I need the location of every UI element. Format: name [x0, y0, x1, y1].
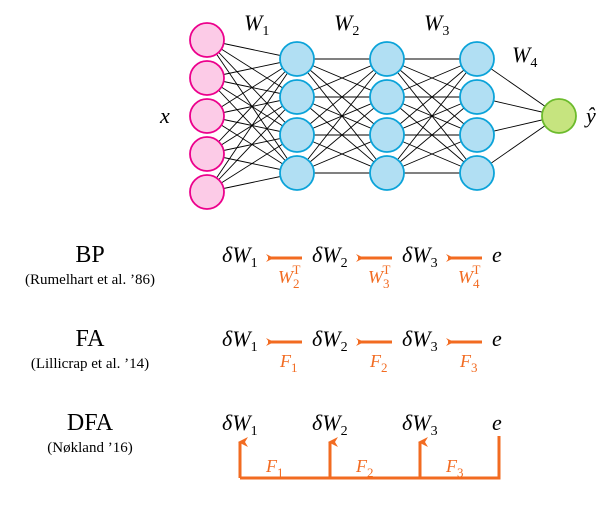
delta-label: δW1 — [222, 242, 258, 271]
delta-label: δW3 — [402, 242, 438, 271]
method-DFA: DFA (Nøkland ’16) δW1 δW2 δW3 e F1 F2 F3 — [47, 410, 502, 480]
node-input — [190, 175, 224, 209]
method-subtitle: (Nøkland ’16) — [47, 440, 132, 456]
weight-label: W4 — [512, 42, 537, 71]
weight-label: W3 — [424, 10, 449, 39]
arrow-label: W4T — [458, 262, 481, 291]
node-h2 — [370, 42, 404, 76]
delta-label: δW2 — [312, 326, 348, 355]
node-h2 — [370, 80, 404, 114]
arrow-label: F1 — [279, 351, 298, 375]
delta-label: δW2 — [312, 242, 348, 271]
output-label: ŷ — [584, 103, 596, 128]
method-FA: FA (Lillicrap et al. ’14) δW1 δW2 δW3 e F1 F2 F3 — [31, 326, 502, 375]
node-h2 — [370, 156, 404, 190]
node-h3 — [460, 42, 494, 76]
error-label: e — [492, 242, 502, 267]
method-subtitle: (Lillicrap et al. ’14) — [31, 356, 149, 372]
input-label: x — [159, 103, 170, 128]
network: W1 W2 W3 W4 x ŷ — [159, 10, 596, 209]
arrow-label: W3T — [368, 262, 391, 291]
node-h1 — [280, 118, 314, 152]
node-input — [190, 99, 224, 133]
error-label: e — [492, 326, 502, 351]
delta-label: δW2 — [312, 410, 348, 439]
method-BP: BP (Rumelhart et al. ’86) δW1 δW2 δW3 e W2T W3T… — [25, 242, 502, 291]
dfa-arrow-label: F3 — [445, 456, 464, 480]
node-input — [190, 23, 224, 57]
arrow-label: F3 — [459, 351, 478, 375]
node-h3 — [460, 118, 494, 152]
weight-label: W2 — [334, 10, 359, 39]
weight-label: W1 — [244, 10, 269, 39]
node-h3 — [460, 156, 494, 190]
node-h3 — [460, 80, 494, 114]
method-title: FA — [76, 326, 106, 352]
method-title: BP — [75, 242, 104, 268]
arrow-label: W2T — [278, 262, 301, 291]
delta-label: δW1 — [222, 410, 258, 439]
arrow-label: F2 — [369, 351, 388, 375]
delta-label: δW3 — [402, 410, 438, 439]
node-input — [190, 137, 224, 171]
dfa-arrow-label: F2 — [355, 456, 374, 480]
node-h2 — [370, 118, 404, 152]
node-h1 — [280, 156, 314, 190]
delta-label: δW3 — [402, 326, 438, 355]
diagram-canvas: W1 W2 W3 W4 x ŷ BP (Rumelhart et al. ’86) δW1 δW2… — [0, 0, 612, 528]
error-label: e — [492, 410, 502, 435]
node-h1 — [280, 42, 314, 76]
node-output — [542, 99, 576, 133]
method-subtitle: (Rumelhart et al. ’86) — [25, 272, 155, 288]
delta-label: δW1 — [222, 326, 258, 355]
node-h1 — [280, 80, 314, 114]
method-title: DFA — [67, 410, 114, 436]
node-input — [190, 61, 224, 95]
dfa-arrow-label: F1 — [265, 456, 284, 480]
